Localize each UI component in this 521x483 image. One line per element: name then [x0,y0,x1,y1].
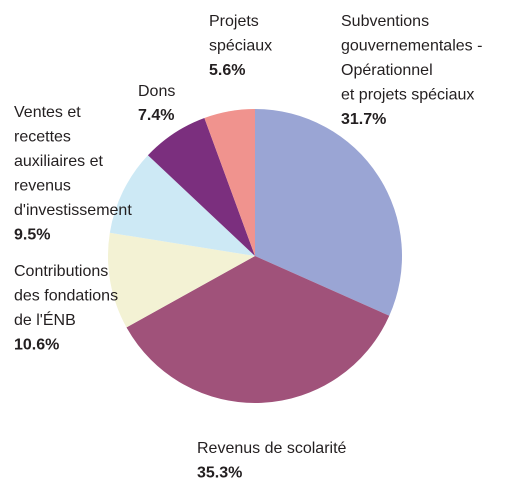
slice-label: Revenus de scolarité [197,440,347,457]
value-label: 9.5% [14,227,50,244]
value-label: 7.4% [138,107,174,124]
slice-label: gouvernementales - [341,38,482,55]
pie-slice [126,256,390,404]
slice-label: Contributions [14,263,108,280]
pie-slice [109,155,255,256]
slice-label: d'investissement [14,202,132,219]
slice-label: Dons [138,83,175,100]
slice-label: des fondations [14,288,118,305]
pie-slice [147,117,255,256]
slice-label: de l'ÉNB [14,310,76,329]
pie-slice [107,232,255,328]
slice-label: Opérationnel [341,62,433,79]
slice-label: auxiliaires et [14,153,103,170]
value-label: 5.6% [209,62,245,79]
slice-label: Projets [209,13,259,30]
slice-label: et projets spéciaux [341,87,474,104]
slice-label: Subventions [341,13,429,30]
value-label: 10.6% [14,337,59,354]
value-label: 31.7% [341,111,386,128]
slice-label: revenus [14,178,71,195]
value-label: 35.3% [197,465,242,482]
slice-label: recettes [14,129,71,146]
slice-label: spéciaux [209,38,272,55]
pie-slice [255,109,402,316]
slice-label: Ventes et [14,104,81,121]
pie-slice [204,109,255,256]
